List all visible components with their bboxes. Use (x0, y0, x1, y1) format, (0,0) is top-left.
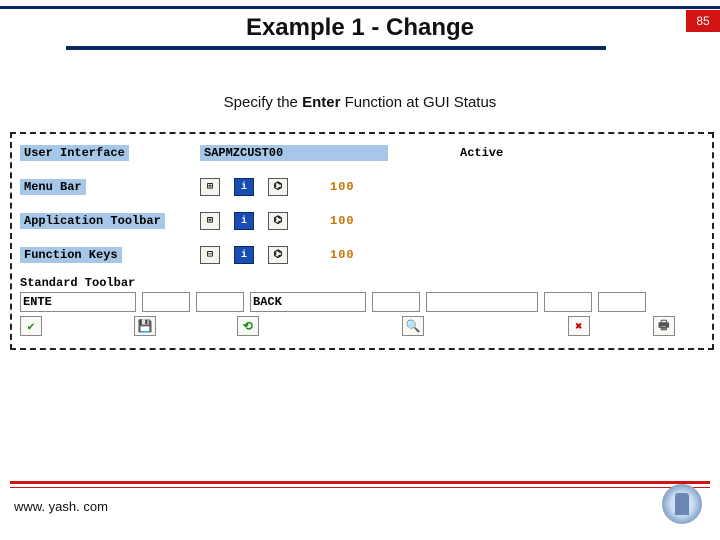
spacer (517, 316, 562, 334)
subtitle-suffix: Function at GUI Status (340, 94, 496, 111)
title-underline (66, 46, 606, 50)
footer-divider (10, 481, 710, 484)
ui-row: User Interface SAPMZCUST00 Active (12, 142, 712, 164)
meta-row-label: Function Keys (20, 247, 122, 263)
meta-row: Menu Bar ⊞ i ⌬ 100 (12, 176, 712, 198)
fcode-input-empty[interactable] (372, 292, 420, 312)
find-icon[interactable]: 🔍 (402, 316, 424, 336)
info-icon[interactable]: i (234, 212, 254, 230)
slide-title: Example 1 - Change (0, 14, 720, 42)
meta-row: Application Toolbar ⊞ i ⌬ 100 (12, 210, 712, 232)
meta-row-value: 100 (330, 248, 355, 262)
meta-row: Function Keys ⊟ i ⌬ 100 (12, 244, 712, 266)
page-number-badge: 85 (686, 10, 720, 32)
user-interface-label: User Interface (20, 145, 129, 161)
expand-icon[interactable]: ⊞ (200, 212, 220, 230)
footer-divider-thin (10, 487, 710, 488)
spacer (351, 316, 396, 334)
standard-toolbar-icons: ✔ 💾 ⟲ 🔍 ✖ 🖶 (12, 316, 712, 334)
subtitle-bold: Enter (302, 94, 340, 111)
footer-logo-icon (662, 484, 702, 524)
spacer (186, 316, 231, 334)
meta-row-value: 100 (330, 180, 355, 194)
standard-toolbar-fields: ENTE BACK (12, 292, 712, 312)
hierarchy-icon[interactable]: ⌬ (268, 178, 288, 196)
save-disk-icon[interactable]: 💾 (134, 316, 156, 336)
back-arrow-icon[interactable]: ⟲ (237, 316, 259, 336)
collapse-icon[interactable]: ⊟ (200, 246, 220, 264)
user-interface-value[interactable]: SAPMZCUST00 (200, 145, 388, 161)
sap-gui-panel: User Interface SAPMZCUST00 Active Menu B… (10, 132, 714, 350)
info-icon[interactable]: i (234, 246, 254, 264)
fcode-input-empty[interactable] (196, 292, 244, 312)
footer-url: www. yash. com (14, 499, 108, 514)
expand-icon[interactable]: ⊞ (200, 178, 220, 196)
meta-row-label: Menu Bar (20, 179, 86, 195)
meta-row-value: 100 (330, 214, 355, 228)
hierarchy-icon[interactable]: ⌬ (268, 212, 288, 230)
fcode-input-empty[interactable] (142, 292, 190, 312)
fcode-input-empty[interactable] (544, 292, 592, 312)
fcode-input[interactable]: ENTE (20, 292, 136, 312)
spacer (619, 316, 647, 334)
top-accent-bar (0, 6, 720, 9)
hierarchy-icon[interactable]: ⌬ (268, 246, 288, 264)
print-icon[interactable]: 🖶 (653, 316, 675, 336)
fcode-input-empty[interactable] (426, 292, 538, 312)
meta-row-label: Application Toolbar (20, 213, 165, 229)
fcode-input-empty[interactable] (598, 292, 646, 312)
subtitle-prefix: Specify the (224, 94, 302, 111)
slide-subtitle: Specify the Enter Function at GUI Status (0, 94, 720, 111)
info-icon[interactable]: i (234, 178, 254, 196)
standard-toolbar-label: Standard Toolbar (12, 276, 712, 290)
fcode-input[interactable]: BACK (250, 292, 366, 312)
cancel-x-icon[interactable]: ✖ (568, 316, 590, 336)
enter-check-icon[interactable]: ✔ (20, 316, 42, 336)
status-value: Active (460, 146, 560, 160)
